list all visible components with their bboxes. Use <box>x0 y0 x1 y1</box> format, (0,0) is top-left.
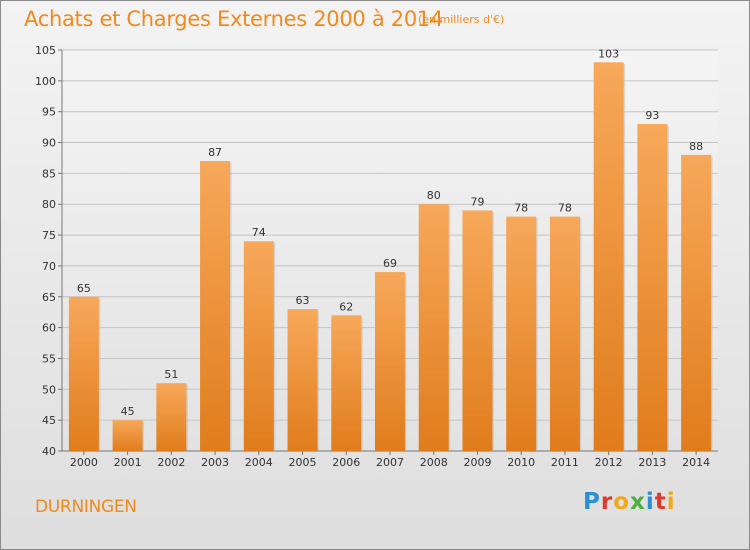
data-label: 63 <box>296 294 310 307</box>
data-label: 69 <box>383 257 397 270</box>
x-tick-label: 2009 <box>463 456 491 469</box>
data-label: 93 <box>645 109 659 122</box>
y-tick-label: 75 <box>42 229 56 242</box>
y-tick-label: 95 <box>42 106 56 119</box>
data-label: 88 <box>689 140 703 153</box>
bar <box>287 309 318 451</box>
logo-letter: r <box>600 489 614 515</box>
bar <box>681 154 712 451</box>
data-label: 51 <box>164 368 178 381</box>
data-label: 80 <box>427 189 441 202</box>
x-tick-label: 2007 <box>376 456 404 469</box>
y-tick-label: 90 <box>42 137 56 150</box>
x-tick-label: 2013 <box>638 456 666 469</box>
y-tick-label: 85 <box>42 167 56 180</box>
data-label: 74 <box>252 226 266 239</box>
bar <box>637 124 668 452</box>
data-label: 78 <box>558 202 572 215</box>
data-label: 103 <box>598 47 619 60</box>
y-tick-label: 45 <box>42 414 56 427</box>
commune-name: DURNINGEN <box>35 497 137 517</box>
x-tick-label: 2006 <box>332 456 360 469</box>
logo-letter: x <box>630 489 646 515</box>
bar <box>418 204 449 451</box>
bar <box>243 241 274 451</box>
bar <box>462 210 493 451</box>
y-tick-label: 40 <box>42 445 56 458</box>
bar <box>593 62 624 451</box>
x-tick-label: 2000 <box>70 456 98 469</box>
logo-letter: t <box>654 489 667 515</box>
data-label: 79 <box>470 195 484 208</box>
x-tick-label: 2004 <box>245 456 273 469</box>
x-tick-label: 2014 <box>682 456 710 469</box>
chart-subtitle: (en milliers d'€) <box>418 13 505 26</box>
y-tick-label: 55 <box>42 352 56 365</box>
bar <box>375 272 405 451</box>
y-tick-label: 65 <box>42 291 56 304</box>
bar <box>200 161 231 452</box>
bar <box>112 420 143 451</box>
y-tick-label: 105 <box>35 44 56 57</box>
logo-letter: P <box>583 489 601 515</box>
x-tick-label: 2010 <box>507 456 535 469</box>
data-label: 62 <box>339 300 353 313</box>
data-label: 87 <box>208 146 222 159</box>
y-tick-label: 50 <box>42 383 56 396</box>
chart-title: Achats et Charges Externes 2000 à 2014 <box>24 7 444 31</box>
x-tick-label: 2005 <box>289 456 317 469</box>
bar <box>331 315 362 451</box>
bar <box>549 216 580 451</box>
bar <box>68 296 99 451</box>
y-tick-label: 70 <box>42 260 56 273</box>
y-tick-label: 60 <box>42 322 56 335</box>
data-label: 45 <box>121 405 135 418</box>
data-label: 65 <box>77 282 91 295</box>
y-tick-label: 100 <box>35 75 56 88</box>
x-tick-label: 2011 <box>551 456 579 469</box>
x-tick-label: 2002 <box>157 456 185 469</box>
bar <box>506 216 537 451</box>
y-tick-label: 80 <box>42 198 56 211</box>
logo-letter: o <box>613 489 631 515</box>
x-tick-label: 2001 <box>114 456 142 469</box>
logo-letter: i <box>666 489 676 515</box>
logo-letter: i <box>645 489 655 515</box>
x-tick-label: 2008 <box>420 456 448 469</box>
x-tick-label: 2012 <box>595 456 623 469</box>
data-label: 78 <box>514 202 528 215</box>
bar <box>156 383 187 451</box>
x-tick-label: 2003 <box>201 456 229 469</box>
proxiti-logo: Proxiti <box>583 489 676 515</box>
